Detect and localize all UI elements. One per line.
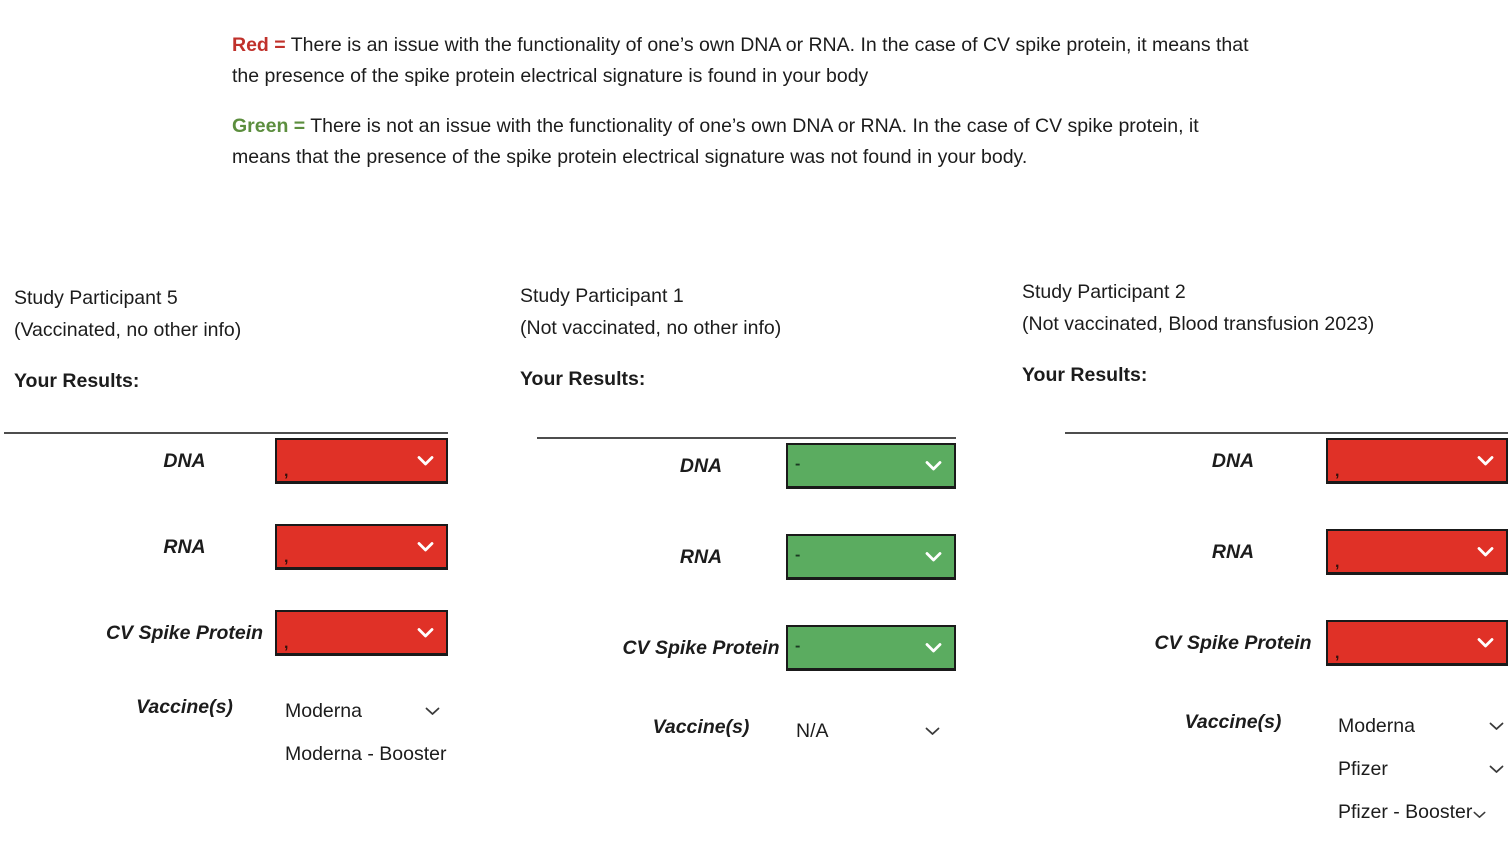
cv-spike-protein-dropdown[interactable]: , [275, 610, 448, 656]
legend-red-paragraph: Red = There is an issue with the functio… [232, 30, 1262, 92]
dropdown-value: , [284, 635, 289, 652]
participant-title: Study Participant 1 [520, 285, 684, 307]
participant-subtitle: (Not vaccinated, Blood transfusion 2023) [1022, 313, 1375, 335]
chevron-down-icon [925, 460, 942, 470]
participant-title: Study Participant 5 [14, 287, 178, 309]
dropdown-value: , [1335, 645, 1340, 662]
chevron-down-icon [425, 707, 440, 715]
result-row-rna: RNA - [520, 534, 956, 580]
result-row-dna: DNA , [14, 438, 448, 484]
rna-label: RNA [1211, 540, 1255, 563]
chevron-down-icon [417, 627, 434, 637]
vaccine-dropdown[interactable]: Pfizer - Booster [1338, 797, 1508, 827]
chevron-down-icon [925, 551, 942, 561]
dropdown-value: - [795, 546, 801, 564]
participant-subtitle: (Vaccinated, no other info) [14, 319, 242, 341]
dropdown-value: , [1335, 463, 1340, 480]
result-row-dna: DNA - [520, 443, 956, 489]
vaccine-value: Moderna - Booster [285, 743, 447, 765]
results-rows: DNA - RNA - CV Spike Protein - [520, 443, 956, 746]
vaccines-label: Vaccine(s) [652, 716, 750, 738]
table-top-rule [4, 432, 448, 434]
result-row-dna: DNA , [1022, 438, 1508, 484]
rna-dropdown[interactable]: , [1326, 529, 1508, 575]
vaccine-dropdown[interactable]: Moderna - Booster [285, 739, 448, 769]
participant-card-1: Study Participant 1 (Not vaccinated, no … [520, 280, 956, 746]
results-rows: DNA , RNA , CV Spike Protein , [14, 438, 448, 769]
dna-label: DNA [163, 449, 206, 472]
chevron-down-icon [1477, 455, 1494, 465]
chevron-down-icon [1489, 722, 1504, 730]
legend: Red = There is an issue with the functio… [232, 30, 1262, 192]
vaccines-label: Vaccine(s) [1184, 711, 1282, 733]
dna-dropdown[interactable]: - [786, 443, 956, 489]
dna-dropdown[interactable]: , [1326, 438, 1508, 484]
legend-green-paragraph: Green = There is not an issue with the f… [232, 111, 1262, 173]
rna-label: RNA [679, 545, 723, 568]
legend-green-text: There is not an issue with the functiona… [232, 115, 1199, 168]
cv-spike-protein-label: CV Spike Protein [105, 621, 264, 644]
vaccine-dropdown[interactable]: Moderna [1338, 711, 1508, 741]
cv-spike-protein-label: CV Spike Protein [622, 636, 780, 659]
vaccine-dropdown[interactable]: N/A [796, 716, 956, 746]
vaccine-value: Pfizer - Booster [1338, 801, 1473, 823]
participant-card-2: Study Participant 2 (Not vaccinated, Blo… [1022, 276, 1508, 827]
cv-spike-protein-label: CV Spike Protein [1154, 631, 1312, 654]
vaccine-values: N/A [786, 716, 956, 746]
vaccine-value: Pfizer [1338, 758, 1388, 780]
vaccine-dropdown[interactable]: Moderna [285, 696, 448, 726]
vaccine-value: N/A [796, 720, 829, 742]
cv-spike-protein-dropdown[interactable]: , [1326, 620, 1508, 666]
chevron-down-icon [447, 756, 448, 758]
dropdown-value: , [284, 463, 289, 480]
result-row-cv-spike-protein: CV Spike Protein - [520, 625, 956, 671]
result-row-cv-spike-protein: CV Spike Protein , [14, 610, 448, 656]
results-heading: Your Results: [14, 370, 140, 392]
vaccine-row: Vaccine(s) Moderna Pfizer Pfizer - Boost… [1022, 711, 1508, 827]
vaccine-value: Moderna [1338, 715, 1415, 737]
legend-red-term: Red = [232, 34, 286, 56]
dropdown-value: , [1335, 554, 1340, 571]
rna-dropdown[interactable]: - [786, 534, 956, 580]
results-heading: Your Results: [1022, 364, 1148, 386]
chevron-down-icon [1477, 546, 1494, 556]
vaccine-row: Vaccine(s) N/A [520, 716, 956, 746]
vaccine-values: Moderna Moderna - Booster [275, 696, 448, 769]
chevron-down-icon [1489, 765, 1504, 773]
participant-subtitle: (Not vaccinated, no other info) [520, 317, 782, 339]
chevron-down-icon [925, 642, 942, 652]
dna-dropdown[interactable]: , [275, 438, 448, 484]
rna-label: RNA [163, 535, 206, 558]
results-rows: DNA , RNA , CV Spike Protein , [1022, 438, 1508, 827]
results-heading: Your Results: [520, 368, 646, 390]
legend-green-term: Green = [232, 115, 306, 137]
dropdown-value: - [795, 455, 801, 473]
vaccine-values: Moderna Pfizer Pfizer - Booster [1326, 711, 1508, 827]
vaccine-dropdown[interactable]: Pfizer [1338, 754, 1508, 784]
dna-label: DNA [679, 454, 723, 477]
rna-dropdown[interactable]: , [275, 524, 448, 570]
chevron-down-icon [417, 541, 434, 551]
result-row-cv-spike-protein: CV Spike Protein , [1022, 620, 1508, 666]
chevron-down-icon [925, 727, 940, 735]
vaccines-label: Vaccine(s) [136, 696, 233, 718]
chevron-down-icon [417, 455, 434, 465]
dropdown-value: - [795, 637, 801, 655]
vaccine-value: Moderna [285, 700, 362, 722]
chevron-down-icon [1477, 637, 1494, 647]
result-row-rna: RNA , [1022, 529, 1508, 575]
legend-red-text: There is an issue with the functionality… [232, 34, 1249, 87]
cv-spike-protein-dropdown[interactable]: - [786, 625, 956, 671]
vaccine-row: Vaccine(s) Moderna Moderna - Booster [14, 696, 448, 769]
dropdown-value: , [284, 549, 289, 566]
participant-title: Study Participant 2 [1022, 281, 1186, 303]
dna-label: DNA [1211, 449, 1255, 472]
table-top-rule [537, 437, 956, 439]
table-top-rule [1065, 432, 1508, 434]
chevron-down-icon [1473, 811, 1486, 818]
participant-card-5: Study Participant 5 (Vaccinated, no othe… [4, 282, 448, 769]
result-row-rna: RNA , [14, 524, 448, 570]
